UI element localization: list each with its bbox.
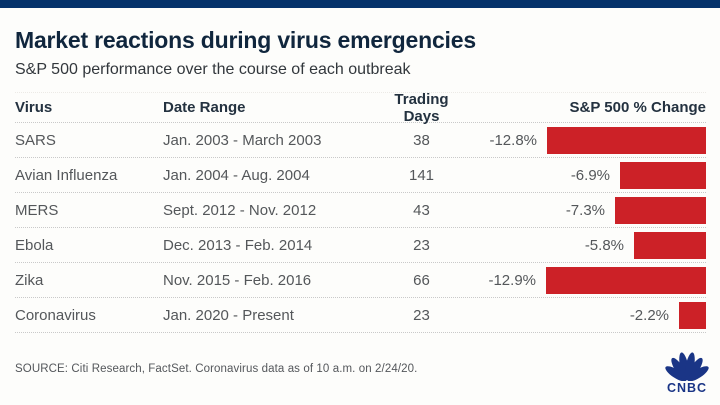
virus-name: MERS	[15, 201, 59, 219]
trading-days-value: 141	[408, 166, 435, 184]
virus-name: Coronavirus	[15, 306, 96, 324]
pct-change-cell: -12.9%	[468, 266, 706, 294]
graphic-content: Market reactions during virus emergencie…	[0, 27, 720, 333]
header-pct-change: S&P 500 % Change	[569, 99, 706, 116]
pct-change-bar	[547, 126, 706, 154]
pct-change-bar	[679, 301, 706, 329]
pct-change-cell: -5.8%	[468, 231, 706, 259]
page-subtitle: S&P 500 performance over the course of e…	[15, 61, 411, 78]
virus-name: Avian Influenza	[15, 166, 118, 184]
trading-days-value: 23	[413, 306, 430, 324]
pct-change-label: -12.8%	[489, 131, 537, 149]
header-trading-days: Trading Days	[394, 90, 449, 125]
cnbc-wordmark: CNBC	[666, 381, 708, 395]
page-title: Market reactions during virus emergencie…	[15, 27, 476, 53]
cnbc-logo: CNBC	[662, 351, 712, 395]
table-row: Avian Influenza Jan. 2004 - Aug. 2004 141 -…	[15, 158, 706, 193]
trading-days-value: 43	[413, 201, 430, 219]
pct-change-bar	[634, 231, 706, 259]
virus-name: Zika	[15, 271, 44, 289]
table-row: Zika Nov. 2015 - Feb. 2016 66 -12.9%	[15, 263, 706, 298]
trading-days-value: 38	[413, 131, 430, 149]
virus-name: Ebola	[15, 236, 54, 254]
source-note: SOURCE: Citi Research, FactSet. Coronavi…	[15, 363, 418, 375]
date-range: Jan. 2003 - March 2003	[163, 131, 322, 149]
date-range: Jan. 2004 - Aug. 2004	[163, 166, 310, 184]
pct-change-label: -7.3%	[565, 201, 605, 219]
pct-change-bar	[546, 266, 706, 294]
trading-days-value: 66	[413, 271, 430, 289]
header-date-range: Date Range	[163, 99, 246, 116]
pct-change-cell: -2.2%	[468, 301, 706, 329]
date-range: Sept. 2012 - Nov. 2012	[163, 201, 317, 219]
date-range: Dec. 2013 - Feb. 2014	[163, 236, 313, 254]
date-range: Nov. 2015 - Feb. 2016	[163, 271, 312, 289]
pct-change-cell: -12.8%	[468, 126, 706, 154]
date-range: Jan. 2020 - Present	[163, 306, 294, 324]
header-virus: Virus	[15, 99, 53, 116]
table-row: SARS Jan. 2003 - March 2003 38 -12.8%	[15, 123, 706, 158]
pct-change-bar	[615, 196, 706, 224]
pct-change-bar	[620, 161, 706, 189]
pct-change-label: -2.2%	[629, 306, 669, 324]
pct-change-label: -6.9%	[570, 166, 610, 184]
trading-days-value: 23	[413, 236, 430, 254]
pct-change-label: -12.9%	[488, 271, 536, 289]
pct-change-cell: -7.3%	[468, 196, 706, 224]
top-accent-bar	[0, 0, 720, 8]
table-row: MERS Sept. 2012 - Nov. 2012 43 -7.3%	[15, 193, 706, 228]
peacock-icon	[665, 352, 709, 381]
table-header-row: Virus Date Range Trading Days S&P 500 % …	[15, 90, 706, 125]
pct-change-cell: -6.9%	[468, 161, 706, 189]
table-body: SARS Jan. 2003 - March 2003 38 -12.8% Avian …	[15, 123, 706, 333]
table-row: Ebola Dec. 2013 - Feb. 2014 23 -5.8%	[15, 228, 706, 263]
virus-name: SARS	[15, 131, 56, 149]
pct-change-label: -5.8%	[584, 236, 624, 254]
table-row: Coronavirus Jan. 2020 - Present 23 -2.2%	[15, 298, 706, 333]
virus-table: Virus Date Range Trading Days S&P 500 % …	[15, 90, 706, 333]
